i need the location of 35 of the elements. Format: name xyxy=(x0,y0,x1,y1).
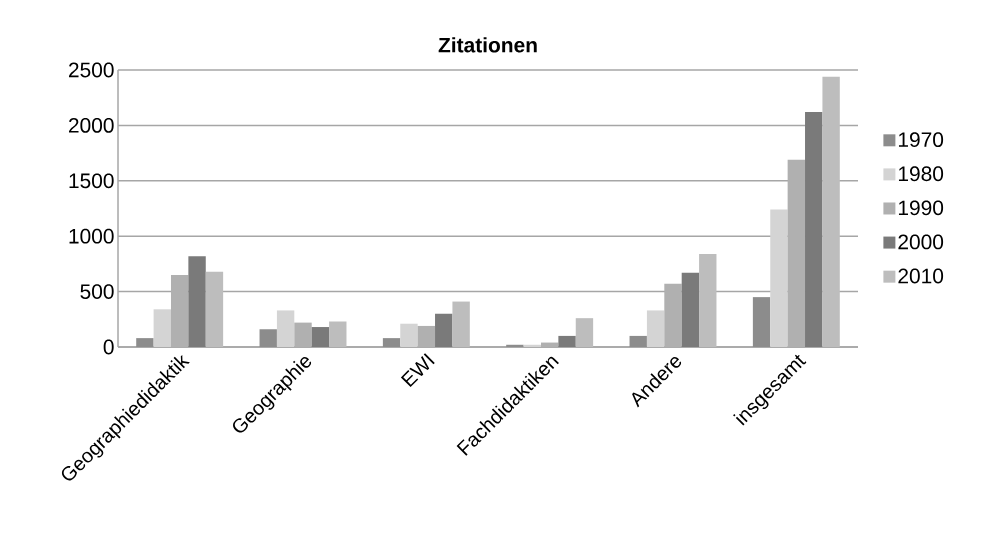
bar xyxy=(558,335,576,347)
legend-label: 1980 xyxy=(898,166,944,182)
y-tick-label: 500 xyxy=(80,284,114,299)
y-tick-label: 1500 xyxy=(69,173,114,189)
bar xyxy=(382,338,401,347)
bar xyxy=(435,313,453,347)
bar xyxy=(752,297,771,347)
bar xyxy=(400,323,418,347)
bar xyxy=(205,271,224,347)
bar xyxy=(629,335,647,347)
bar xyxy=(699,253,717,347)
y-tick-label: 0 xyxy=(103,339,114,355)
legend-label: 2000 xyxy=(898,234,944,250)
bar xyxy=(276,310,295,347)
bar xyxy=(506,344,524,347)
bar xyxy=(259,329,277,347)
bar xyxy=(329,321,347,347)
bar xyxy=(311,327,330,347)
y-tick-label: 1000 xyxy=(69,228,114,244)
legend-label: 1970 xyxy=(898,132,944,148)
bar xyxy=(575,318,594,347)
bar xyxy=(452,301,470,347)
bar xyxy=(770,209,788,347)
legend-label: 2010 xyxy=(898,268,944,284)
bar xyxy=(136,338,154,347)
y-tick-label: 2500 xyxy=(68,62,114,78)
bar xyxy=(681,272,700,347)
legend-label: 1990 xyxy=(898,200,944,216)
bar xyxy=(822,76,840,347)
chart-title: Zitationen xyxy=(438,37,537,53)
bar xyxy=(646,310,665,347)
y-tick-label: 2000 xyxy=(68,117,114,133)
bar xyxy=(153,309,171,347)
bar xyxy=(188,256,206,347)
bar xyxy=(805,112,823,347)
